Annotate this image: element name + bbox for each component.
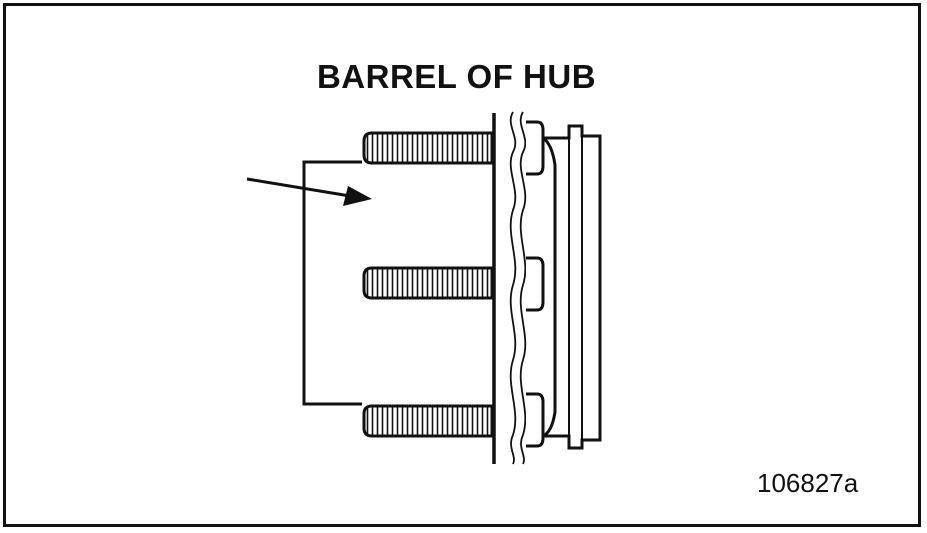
stud-bottom bbox=[362, 404, 494, 438]
diagram-frame bbox=[3, 3, 921, 527]
hub-barrel bbox=[542, 124, 602, 450]
arrow-pointer bbox=[246, 177, 372, 206]
stud-middle bbox=[362, 266, 494, 300]
diagram-title: BARREL OF HUB bbox=[316, 58, 597, 95]
stud-top bbox=[362, 131, 494, 165]
stud-bracket bbox=[302, 160, 362, 406]
figure-id-label: 106827a bbox=[757, 468, 859, 498]
stud-heads bbox=[526, 120, 545, 448]
break-lines bbox=[509, 111, 527, 465]
